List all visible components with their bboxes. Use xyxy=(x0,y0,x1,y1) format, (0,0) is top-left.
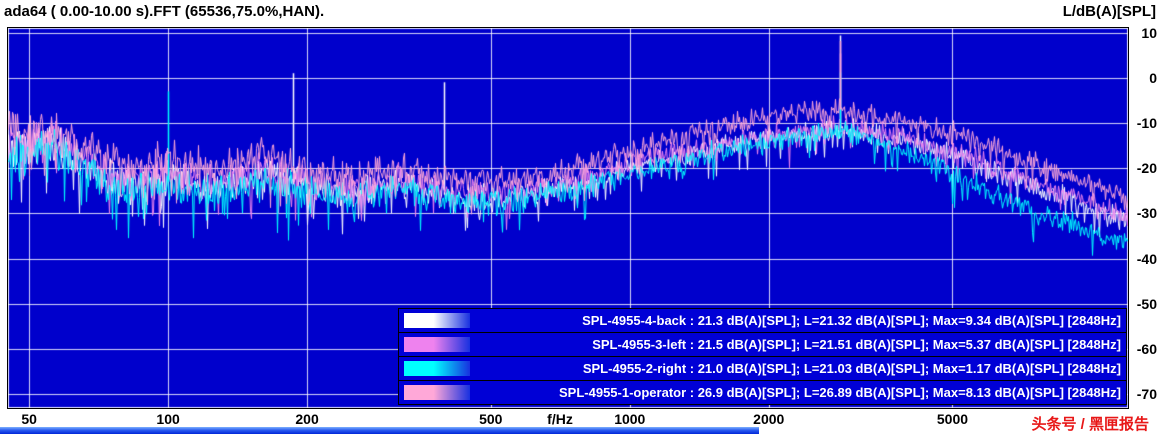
legend-row-text: SPL-4955-1-operator : 26.9 dB(A)[SPL]; L… xyxy=(559,385,1121,400)
plot-title: ada64 ( 0.00-10.00 s).FFT (65536,75.0%,H… xyxy=(4,3,325,20)
legend-row: SPL-4955-3-left : 21.5 dB(A)[SPL]; L=21.… xyxy=(399,332,1126,356)
y-axis-unit-label: L/dB(A)[SPL] xyxy=(1062,3,1156,20)
legend-row: SPL-4955-2-right : 21.0 dB(A)[SPL]; L=21… xyxy=(399,356,1126,380)
legend: SPL-4955-4-back : 21.3 dB(A)[SPL]; L=21.… xyxy=(398,308,1127,405)
spectrum-plot-canvas[interactable] xyxy=(7,27,1129,409)
legend-swatch-1 xyxy=(404,337,470,352)
x-tick-label: 1000 xyxy=(614,411,646,427)
legend-swatch-2 xyxy=(404,361,470,376)
y-tick-label: 0 xyxy=(1149,69,1157,86)
x-axis-label: f/Hz xyxy=(547,411,573,427)
y-tick-label: 10 xyxy=(1141,24,1157,41)
legend-swatch-3 xyxy=(404,385,470,400)
x-tick-label: 50 xyxy=(21,411,37,427)
legend-row: SPL-4955-4-back : 21.3 dB(A)[SPL]; L=21.… xyxy=(399,309,1126,332)
y-tick-label: -60 xyxy=(1136,341,1157,358)
y-tick-label: -30 xyxy=(1136,205,1157,222)
legend-row: SPL-4955-1-operator : 26.9 dB(A)[SPL]; L… xyxy=(399,380,1126,404)
legend-row-text: SPL-4955-3-left : 21.5 dB(A)[SPL]; L=21.… xyxy=(592,337,1121,352)
x-tick-label: 5000 xyxy=(936,411,969,427)
legend-row-text: SPL-4955-2-right : 21.0 dB(A)[SPL]; L=21… xyxy=(582,361,1121,376)
y-tick-label: -10 xyxy=(1136,115,1157,131)
x-tick-label: 200 xyxy=(295,411,319,427)
legend-swatch-0 xyxy=(404,313,470,328)
y-tick-label: -50 xyxy=(1136,295,1157,312)
horizontal-scrollbar-thumb[interactable] xyxy=(0,427,759,434)
y-tick-label: -70 xyxy=(1136,386,1157,403)
x-tick-label: 100 xyxy=(156,411,180,427)
y-tick-label: -40 xyxy=(1136,250,1157,267)
x-tick-label: 500 xyxy=(479,411,503,427)
x-tick-label: 2000 xyxy=(753,411,785,427)
legend-row-text: SPL-4955-4-back : 21.3 dB(A)[SPL]; L=21.… xyxy=(582,313,1121,328)
watermark-text: 头条号 / 黑匣报告 xyxy=(1031,416,1149,433)
y-tick-label: -20 xyxy=(1136,160,1157,177)
